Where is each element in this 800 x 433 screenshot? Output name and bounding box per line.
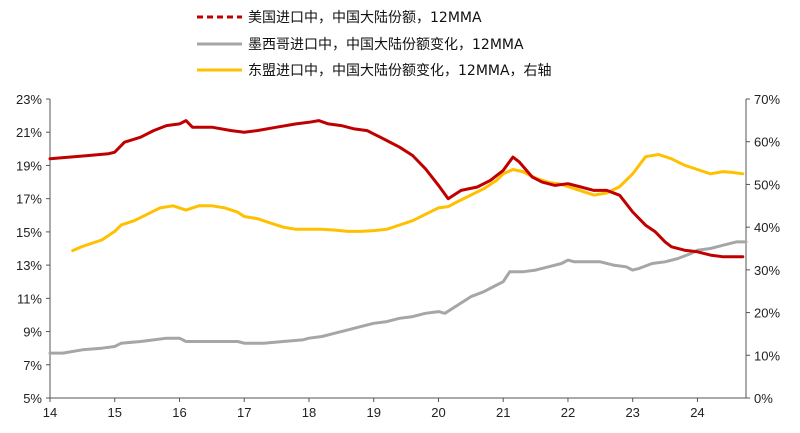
left-tick-label: 15% bbox=[16, 225, 42, 240]
left-tick-label: 23% bbox=[16, 92, 42, 107]
left-tick-label: 11% bbox=[17, 291, 42, 306]
x-tick-label: 15 bbox=[108, 405, 122, 420]
right-tick-label: 40% bbox=[754, 220, 780, 235]
x-tick-label: 19 bbox=[366, 405, 380, 420]
right-tick-label: 10% bbox=[754, 348, 780, 363]
x-tick-label: 23 bbox=[625, 405, 639, 420]
left-tick-label: 19% bbox=[16, 158, 42, 173]
x-tick-label: 14 bbox=[43, 405, 57, 420]
right-tick-label: 30% bbox=[754, 263, 780, 278]
x-tick-label: 16 bbox=[172, 405, 186, 420]
series-lines bbox=[48, 119, 748, 355]
legend-label-mexico: 墨西哥进口中，中国大陆份额变化，12MMA bbox=[248, 37, 524, 53]
legend-item-us: 美国进口中，中国大陆份额，12MMA bbox=[197, 10, 482, 26]
left-tick-label: 21% bbox=[16, 125, 42, 140]
axis-ticks: 5% 7% 9% 11% 13% 15% 17% 19% 21% 23% 0% 10% 20% 30% 40… bbox=[16, 92, 780, 420]
left-tick-label: 13% bbox=[16, 258, 42, 273]
x-tick-label: 17 bbox=[237, 405, 251, 420]
x-tick-label: 21 bbox=[496, 405, 510, 420]
x-tick-label: 24 bbox=[690, 405, 704, 420]
right-tick-label: 60% bbox=[754, 135, 780, 150]
left-tick-label: 5% bbox=[23, 391, 42, 406]
left-tick-label: 7% bbox=[23, 358, 42, 373]
left-tick-label: 9% bbox=[23, 325, 42, 340]
legend-item-mexico: 墨西哥进口中，中国大陆份额变化，12MMA bbox=[197, 37, 524, 53]
right-tick-label: 20% bbox=[754, 306, 780, 321]
legend-item-asean: 东盟进口中，中国大陆份额变化，12MMA，右轴 bbox=[197, 63, 552, 79]
series-line-us bbox=[48, 119, 745, 259]
legend-label-asean: 东盟进口中，中国大陆份额变化，12MMA，右轴 bbox=[248, 63, 552, 79]
x-tick-label: 22 bbox=[561, 405, 575, 420]
left-tick-label: 17% bbox=[16, 192, 42, 207]
legend: 美国进口中，中国大陆份额，12MMA 墨西哥进口中，中国大陆份额变化，12MMA… bbox=[197, 10, 552, 79]
series-line-mexico bbox=[48, 240, 748, 355]
x-tick-label: 18 bbox=[302, 405, 316, 420]
right-tick-label: 70% bbox=[754, 92, 780, 107]
legend-label-us: 美国进口中，中国大陆份额，12MMA bbox=[248, 10, 482, 26]
right-tick-label: 0% bbox=[754, 391, 773, 406]
series-line-asean bbox=[71, 153, 745, 253]
right-tick-label: 50% bbox=[754, 177, 780, 192]
x-tick-label: 20 bbox=[431, 405, 445, 420]
